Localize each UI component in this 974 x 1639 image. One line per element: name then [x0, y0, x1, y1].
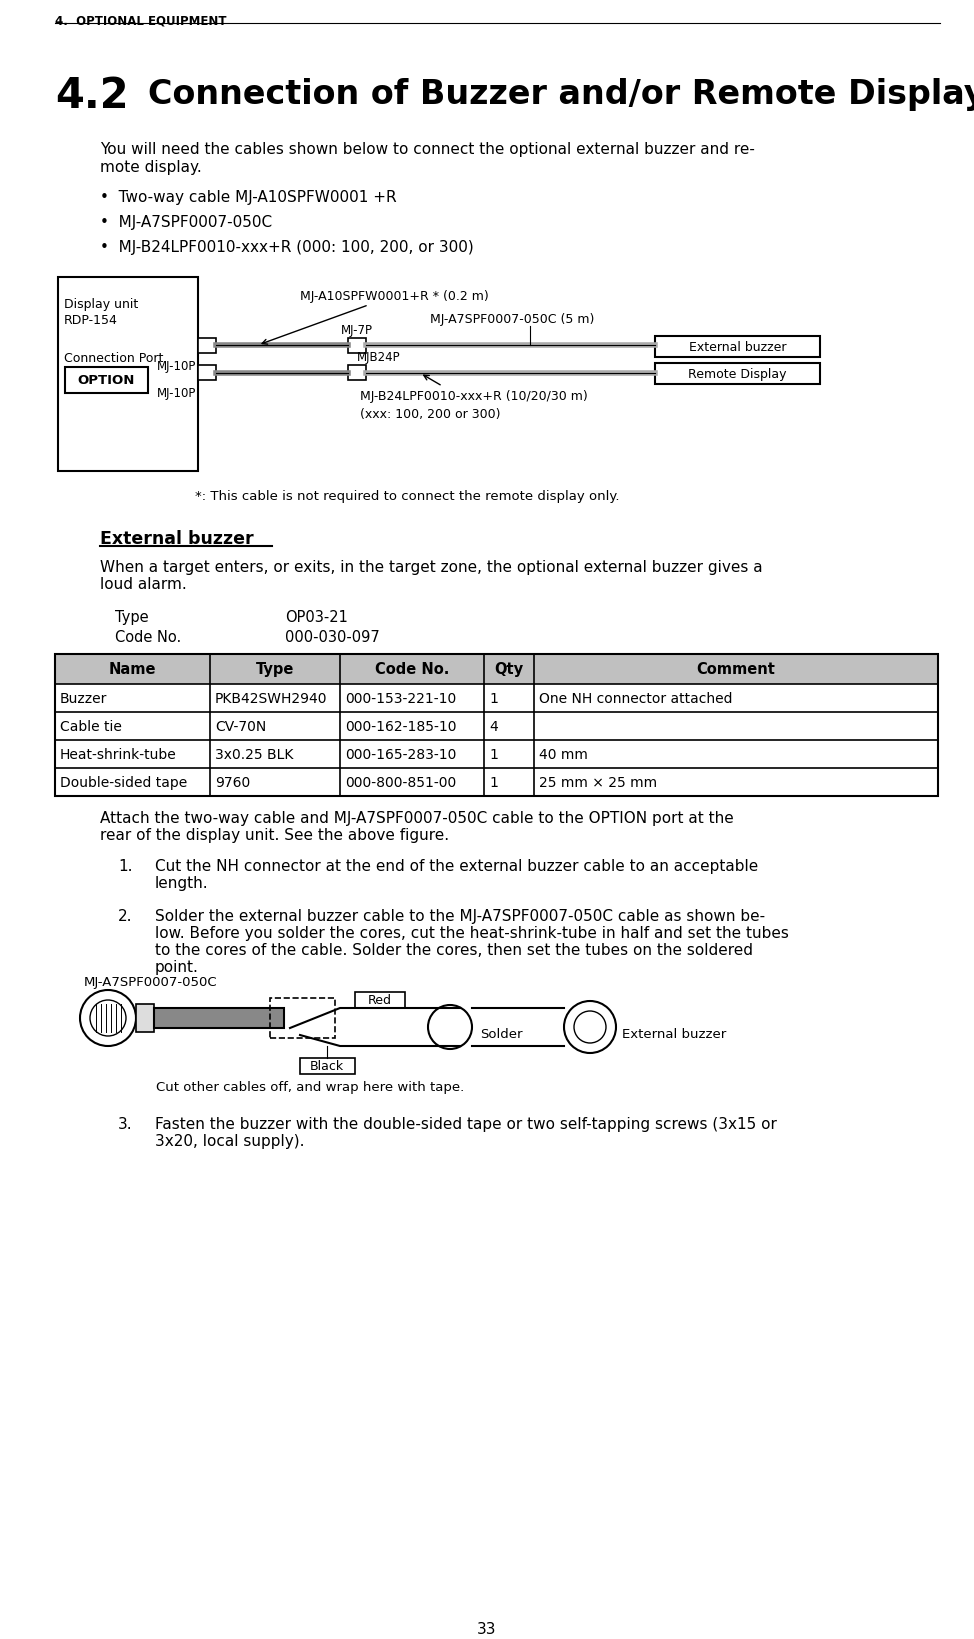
- Text: Black: Black: [310, 1060, 344, 1074]
- Text: One NH connector attached: One NH connector attached: [539, 692, 732, 705]
- Text: Qty: Qty: [495, 662, 524, 677]
- Text: Code No.: Code No.: [115, 629, 181, 644]
- Text: Heat-shrink-tube: Heat-shrink-tube: [60, 747, 176, 762]
- Text: MJ-7P: MJ-7P: [341, 325, 373, 336]
- Text: Display unit: Display unit: [64, 298, 138, 311]
- Bar: [198, 339, 216, 354]
- Text: point.: point.: [155, 959, 199, 975]
- Text: 3.: 3.: [118, 1116, 132, 1131]
- Text: Code No.: Code No.: [375, 662, 449, 677]
- Text: PKB42SWH2940: PKB42SWH2940: [215, 692, 327, 705]
- Text: 1: 1: [489, 775, 498, 790]
- Text: Fasten the buzzer with the double-sided tape or two self-tapping screws (3x15 or: Fasten the buzzer with the double-sided …: [155, 1116, 777, 1131]
- Bar: [348, 339, 366, 354]
- Text: Double-sided tape: Double-sided tape: [60, 775, 187, 790]
- Text: to the cores of the cable. Solder the cores, then set the tubes on the soldered: to the cores of the cable. Solder the co…: [155, 942, 753, 957]
- Text: MJ-B24LPF0010-xxx+R (10/20/30 m)
(xxx: 100, 200 or 300): MJ-B24LPF0010-xxx+R (10/20/30 m) (xxx: 1…: [360, 375, 587, 421]
- Text: Cut other cables off, and wrap here with tape.: Cut other cables off, and wrap here with…: [156, 1080, 465, 1093]
- Bar: [58, 279, 198, 472]
- Text: 4.2: 4.2: [55, 75, 129, 116]
- Text: Remote Display: Remote Display: [689, 367, 787, 380]
- Text: *: This cable is not required to connect the remote display only.: *: This cable is not required to connect…: [195, 490, 619, 503]
- Text: OPTION: OPTION: [78, 374, 135, 387]
- Text: Buzzer: Buzzer: [60, 692, 107, 705]
- Text: Connection Port: Connection Port: [64, 352, 164, 365]
- Text: 000-800-851-00: 000-800-851-00: [345, 775, 456, 790]
- Text: 4.  OPTIONAL EQUIPMENT: 4. OPTIONAL EQUIPMENT: [55, 15, 227, 26]
- Text: 3x0.25 BLK: 3x0.25 BLK: [215, 747, 293, 762]
- Text: 25 mm × 25 mm: 25 mm × 25 mm: [539, 775, 657, 790]
- Text: 4: 4: [489, 720, 498, 734]
- Text: External buzzer: External buzzer: [100, 529, 253, 547]
- Text: MJB24P: MJB24P: [357, 351, 401, 364]
- Bar: [55, 654, 938, 797]
- Bar: [655, 336, 820, 357]
- Text: 000-162-185-10: 000-162-185-10: [345, 720, 457, 734]
- Text: External buzzer: External buzzer: [622, 1028, 727, 1039]
- Text: mote display.: mote display.: [100, 161, 202, 175]
- Bar: [348, 365, 366, 380]
- Text: External buzzer: External buzzer: [689, 341, 786, 354]
- Text: 40 mm: 40 mm: [539, 747, 588, 762]
- Text: Connection of Buzzer and/or Remote Display: Connection of Buzzer and/or Remote Displ…: [148, 79, 974, 111]
- Text: rear of the display unit. See the above figure.: rear of the display unit. See the above …: [100, 828, 449, 842]
- Text: 1: 1: [489, 692, 498, 705]
- Text: 9760: 9760: [215, 775, 250, 790]
- Text: Comment: Comment: [696, 662, 775, 677]
- Text: 000-030-097: 000-030-097: [285, 629, 380, 644]
- Text: loud alarm.: loud alarm.: [100, 577, 187, 592]
- Text: 000-153-221-10: 000-153-221-10: [345, 692, 456, 705]
- Text: OP03-21: OP03-21: [285, 610, 348, 624]
- Text: MJ-A10SPFW0001+R * (0.2 m): MJ-A10SPFW0001+R * (0.2 m): [262, 290, 489, 344]
- Text: MJ-A7SPF0007-050C (5 m): MJ-A7SPF0007-050C (5 m): [430, 313, 594, 326]
- Text: MJ-A7SPF0007-050C: MJ-A7SPF0007-050C: [84, 975, 217, 988]
- Bar: [55, 654, 938, 685]
- Text: low. Before you solder the cores, cut the heat-shrink-tube in half and set the t: low. Before you solder the cores, cut th…: [155, 926, 789, 941]
- Text: •  MJ-A7SPF0007-050C: • MJ-A7SPF0007-050C: [100, 215, 272, 229]
- Bar: [65, 367, 148, 393]
- Bar: [198, 365, 216, 380]
- Text: 1: 1: [489, 747, 498, 762]
- Text: Solder the external buzzer cable to the MJ-A7SPF0007-050C cable as shown be-: Solder the external buzzer cable to the …: [155, 908, 766, 923]
- Text: •  MJ-B24LPF0010-xxx+R (000: 100, 200, or 300): • MJ-B24LPF0010-xxx+R (000: 100, 200, or…: [100, 239, 473, 254]
- Text: Attach the two-way cable and MJ-A7SPF0007-050C cable to the OPTION port at the: Attach the two-way cable and MJ-A7SPF000…: [100, 811, 733, 826]
- Bar: [355, 992, 405, 1008]
- Bar: [270, 998, 335, 1039]
- Bar: [136, 1005, 154, 1033]
- Text: MJ-10P: MJ-10P: [157, 361, 196, 372]
- Text: CV-70N: CV-70N: [215, 720, 266, 734]
- Bar: [655, 364, 820, 385]
- Text: Type: Type: [256, 662, 294, 677]
- Text: Solder: Solder: [480, 1028, 522, 1039]
- Text: 1.: 1.: [118, 859, 132, 874]
- Text: MJ-10P: MJ-10P: [157, 387, 196, 400]
- Text: length.: length.: [155, 875, 208, 890]
- Text: 000-165-283-10: 000-165-283-10: [345, 747, 457, 762]
- Text: Type: Type: [115, 610, 149, 624]
- Text: You will need the cables shown below to connect the optional external buzzer and: You will need the cables shown below to …: [100, 143, 755, 157]
- Bar: [154, 1008, 284, 1028]
- Text: Name: Name: [109, 662, 156, 677]
- Text: RDP-154: RDP-154: [64, 313, 118, 326]
- Text: 3x20, local supply).: 3x20, local supply).: [155, 1133, 305, 1149]
- Text: 2.: 2.: [118, 908, 132, 923]
- Text: Cable tie: Cable tie: [60, 720, 122, 734]
- Bar: [300, 1059, 355, 1074]
- Text: •  Two-way cable MJ-A10SPFW0001 +R: • Two-way cable MJ-A10SPFW0001 +R: [100, 190, 396, 205]
- Text: Red: Red: [368, 993, 392, 1006]
- Text: When a target enters, or exits, in the target zone, the optional external buzzer: When a target enters, or exits, in the t…: [100, 559, 763, 575]
- Text: 33: 33: [477, 1621, 497, 1636]
- Text: Cut the NH connector at the end of the external buzzer cable to an acceptable: Cut the NH connector at the end of the e…: [155, 859, 758, 874]
